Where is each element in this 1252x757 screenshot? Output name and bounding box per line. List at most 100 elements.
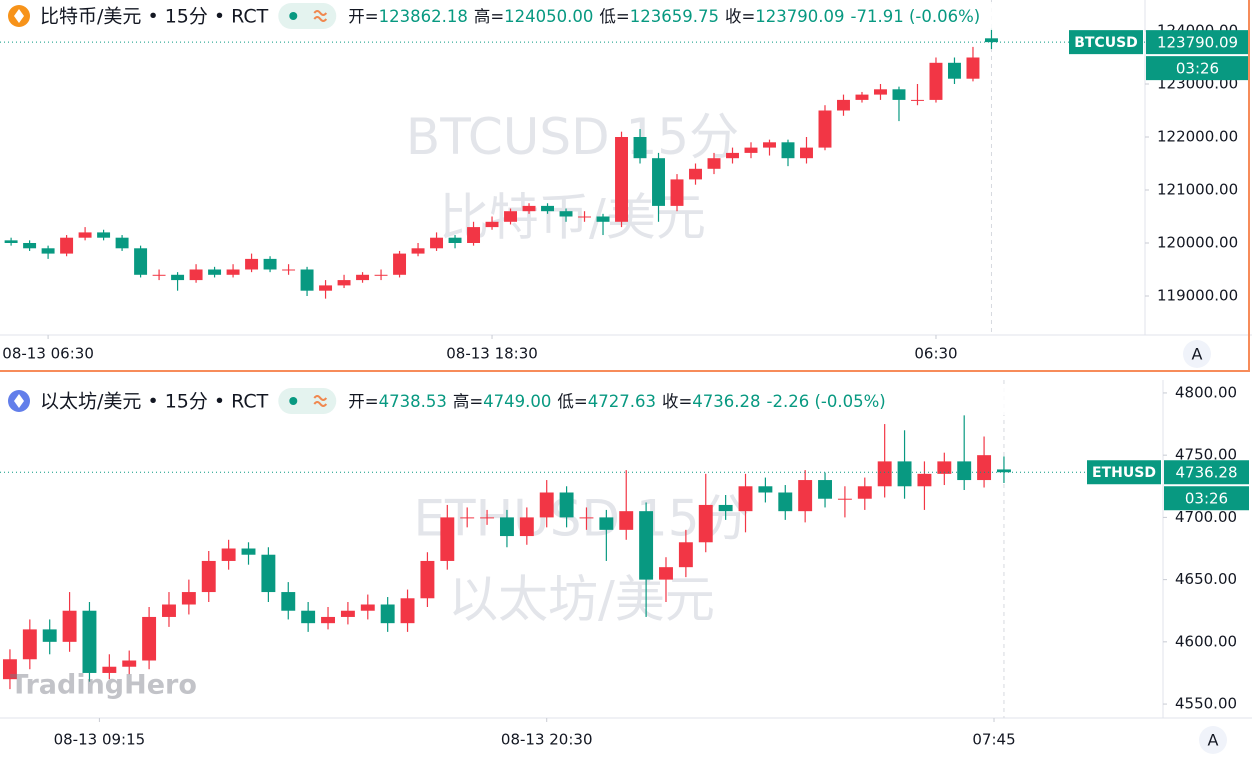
candle-body	[282, 269, 296, 271]
status-wave	[313, 395, 328, 407]
candle-body	[929, 62, 943, 100]
candle-body	[599, 517, 614, 530]
price-tag-label: 123790.09	[1157, 34, 1238, 52]
candle-body	[818, 110, 832, 148]
candle-body	[263, 258, 277, 270]
x-tick-label: 07:45	[972, 731, 1015, 749]
candle-body	[400, 598, 415, 624]
price-tag-label: 4736.28	[1175, 464, 1237, 482]
candle-body	[763, 142, 776, 148]
candle-body	[411, 248, 425, 254]
y-tick-label: 121000.00	[1157, 180, 1238, 198]
candle-body	[877, 461, 892, 487]
candle-body	[340, 610, 355, 617]
ohlc-value: 124050.00	[504, 7, 593, 26]
candle-body	[480, 517, 495, 519]
candle-body	[837, 99, 850, 111]
status-dot	[289, 12, 298, 20]
candle-body	[911, 99, 924, 101]
candle-body	[874, 89, 887, 95]
candle-body	[738, 486, 753, 512]
candle-body	[800, 147, 813, 159]
candle-body	[559, 211, 573, 217]
ohlc-value: 4749.00	[483, 392, 551, 411]
candle-body	[22, 629, 37, 660]
ohlc-label: 低=	[557, 392, 587, 411]
x-tick-label: 08-13 18:30	[446, 345, 538, 363]
candle-body	[226, 269, 240, 275]
candle-body	[670, 179, 684, 206]
auto-scale-label[interactable]: A	[1192, 345, 1203, 364]
y-tick-label: 4700.00	[1175, 508, 1237, 526]
candle-body	[892, 89, 906, 100]
ohlc-label: 低=	[599, 7, 629, 26]
symbol-icon-glyph	[14, 9, 24, 23]
symbol-icon-glyph	[14, 394, 24, 408]
candle-body	[337, 280, 351, 286]
ohlc-value: 123790.09	[755, 7, 844, 26]
candle-body	[360, 604, 375, 611]
countdown-tag	[1164, 486, 1249, 511]
watermark: ETHUSD 15分	[413, 489, 749, 547]
candle-body	[522, 205, 536, 212]
candle-body	[499, 517, 514, 537]
y-tick-label: 4800.00	[1175, 383, 1237, 401]
candle-body	[82, 610, 97, 673]
auto-scale-button[interactable]	[1183, 340, 1211, 368]
ohlc-label: 收=	[662, 392, 692, 411]
candle-body	[460, 517, 475, 519]
candle-body	[97, 232, 111, 238]
y-tick-label: 4650.00	[1175, 570, 1237, 588]
candle-body	[142, 616, 157, 661]
candle-body	[374, 274, 388, 276]
candle-body	[678, 542, 693, 568]
candle-body	[430, 237, 444, 249]
candle-body	[122, 660, 137, 667]
candle-body	[321, 616, 335, 624]
candle-body	[221, 548, 236, 561]
y-tick-label: 120000.00	[1157, 233, 1238, 251]
symbol-tag	[1087, 460, 1161, 485]
candle-body	[485, 221, 499, 228]
watermark: 以太坊/美元	[448, 571, 715, 629]
candle-body	[245, 258, 259, 270]
candle-body	[689, 168, 702, 180]
candle-body	[559, 492, 574, 518]
candle-body	[208, 269, 222, 275]
candle-body	[393, 253, 407, 275]
candle-body	[23, 242, 37, 249]
candle-body	[102, 666, 117, 673]
candle-body	[659, 567, 673, 580]
candle-body	[615, 136, 628, 222]
candle-body	[966, 57, 980, 79]
symbol-title: 比特币/美元 • 15分 • RCT	[40, 6, 269, 28]
candle-body	[798, 480, 813, 512]
candle-body	[781, 142, 795, 159]
candle-body	[241, 548, 256, 555]
candle-body	[115, 237, 129, 249]
candle-body	[897, 461, 912, 487]
candle-body	[380, 604, 395, 624]
auto-scale-button[interactable]	[1199, 726, 1227, 754]
candle-body	[652, 158, 665, 206]
candle-body	[639, 511, 654, 580]
candle-body	[707, 158, 721, 169]
x-tick-label: 08-13 06:30	[2, 345, 94, 363]
y-tick-label: 119000.00	[1157, 286, 1238, 304]
ohlc-label: 开=	[348, 392, 378, 411]
auto-scale-label[interactable]: A	[1208, 731, 1219, 750]
candle-body	[984, 38, 998, 43]
candle-body	[467, 227, 481, 243]
candle-body	[281, 592, 296, 611]
status-dot	[289, 397, 298, 405]
y-tick-label: 4750.00	[1175, 446, 1237, 464]
logo: TradingHero	[10, 670, 197, 701]
candle-body	[60, 237, 74, 254]
candle-body	[917, 473, 932, 487]
candle-body	[857, 486, 872, 499]
candle-body	[996, 469, 1011, 473]
candle-body	[957, 461, 972, 481]
y-tick-label: 4550.00	[1175, 695, 1237, 713]
candle-body	[578, 216, 591, 218]
